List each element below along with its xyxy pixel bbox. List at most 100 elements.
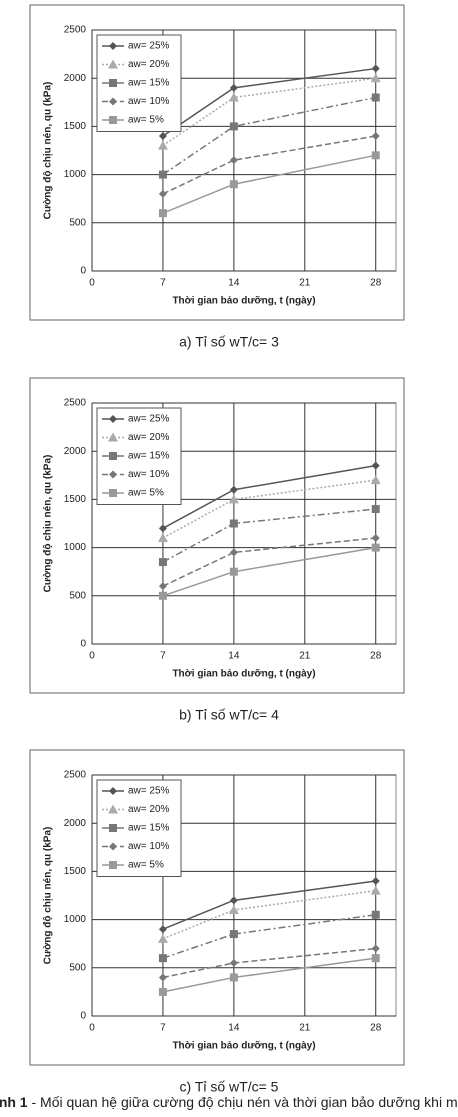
- legend-label: aw= 25%: [128, 41, 170, 52]
- marker: [229, 930, 238, 939]
- x-tick-label: 28: [370, 651, 382, 662]
- marker: [229, 485, 238, 494]
- y-tick-label: 2500: [64, 398, 87, 409]
- x-axis-label: Thời gian bảo dưỡng, t (ngày): [172, 669, 315, 680]
- marker: [157, 140, 168, 150]
- legend-label: aw= 5%: [128, 860, 164, 871]
- marker: [158, 987, 167, 996]
- legend-label: aw= 20%: [128, 59, 170, 70]
- marker: [229, 958, 238, 967]
- legend-label: aw= 15%: [128, 451, 170, 462]
- y-tick-label: 2000: [64, 818, 87, 829]
- legend-label: aw= 20%: [128, 804, 170, 815]
- legend-label: aw= 10%: [128, 96, 170, 107]
- marker: [371, 543, 380, 552]
- legend-marker: [109, 861, 117, 869]
- legend-label: aw= 15%: [128, 78, 170, 89]
- chart-caption: a) Tỉ số wT/c= 3: [179, 334, 279, 350]
- series-line: [162, 914, 376, 959]
- y-tick-label: 1000: [64, 542, 87, 553]
- marker: [158, 973, 167, 982]
- y-tick-label: 500: [69, 217, 86, 228]
- marker: [371, 954, 380, 963]
- legend-marker: [109, 470, 117, 479]
- y-tick-label: 1500: [64, 494, 87, 505]
- chart-caption: c) Tỉ số wT/c= 5: [180, 1079, 279, 1095]
- marker: [229, 973, 238, 982]
- figure-label: Hình 1: [0, 1094, 28, 1110]
- x-tick-label: 21: [299, 1023, 311, 1034]
- marker: [371, 93, 380, 102]
- marker: [371, 533, 380, 542]
- marker: [371, 877, 380, 886]
- series-line: [162, 537, 376, 587]
- y-tick-label: 500: [69, 962, 86, 973]
- x-axis-label: Thời gian bảo dưỡng, t (ngày): [172, 1041, 315, 1052]
- marker: [228, 92, 239, 102]
- x-tick-label: 0: [89, 278, 95, 289]
- marker: [158, 558, 167, 567]
- marker: [228, 904, 239, 914]
- figure-caption: Hình 1 - Mối quan hệ giữa cường độ chịu …: [0, 1094, 458, 1110]
- y-tick-label: 2000: [64, 446, 87, 457]
- x-axis-label: Thời gian bảo dưỡng, t (ngày): [172, 296, 315, 307]
- marker: [158, 132, 167, 141]
- marker: [229, 567, 238, 576]
- marker: [158, 591, 167, 600]
- x-tick-label: 28: [370, 278, 382, 289]
- legend-label: aw= 5%: [128, 488, 164, 499]
- legend-marker: [109, 842, 117, 851]
- y-tick-label: 0: [80, 266, 86, 277]
- marker: [158, 189, 167, 198]
- y-axis-label: Cường độ chịu nén, qu (kPa): [43, 827, 54, 965]
- x-tick-label: 21: [299, 278, 311, 289]
- series-line: [162, 135, 376, 195]
- y-tick-label: 1000: [64, 169, 87, 180]
- legend-marker: [109, 79, 117, 87]
- marker: [229, 548, 238, 557]
- legend-label: aw= 10%: [128, 841, 170, 852]
- legend-label: aw= 10%: [128, 469, 170, 480]
- legend-label: aw= 15%: [128, 823, 170, 834]
- marker: [229, 83, 238, 92]
- marker: [158, 209, 167, 218]
- y-tick-label: 0: [80, 1011, 86, 1022]
- x-tick-label: 14: [228, 651, 240, 662]
- marker: [371, 944, 380, 953]
- legend-marker: [109, 489, 117, 497]
- x-tick-label: 28: [370, 1023, 382, 1034]
- legend-label: aw= 20%: [128, 432, 170, 443]
- marker: [371, 132, 380, 141]
- y-tick-label: 1500: [64, 121, 87, 132]
- legend-marker: [109, 415, 117, 423]
- marker: [157, 532, 168, 542]
- x-tick-label: 14: [228, 1023, 240, 1034]
- marker: [229, 122, 238, 131]
- marker: [158, 954, 167, 963]
- x-tick-label: 21: [299, 651, 311, 662]
- marker: [370, 885, 381, 895]
- marker: [229, 896, 238, 905]
- x-tick-label: 7: [160, 1023, 166, 1034]
- legend-marker: [109, 824, 117, 832]
- x-tick-label: 7: [160, 278, 166, 289]
- marker: [371, 461, 380, 470]
- legend-marker: [109, 116, 117, 124]
- marker: [158, 925, 167, 934]
- marker: [157, 933, 168, 943]
- chart-frame: [29, 4, 405, 321]
- legend-marker: [109, 787, 117, 795]
- legend-label: aw= 25%: [128, 786, 170, 797]
- marker: [158, 170, 167, 179]
- marker: [370, 73, 381, 83]
- legend-marker: [108, 432, 118, 442]
- legend-marker: [109, 42, 117, 50]
- marker: [229, 180, 238, 189]
- marker: [158, 524, 167, 533]
- figure-text: - Mối quan hệ giữa cường độ chịu nén và …: [31, 1094, 458, 1110]
- x-tick-label: 0: [89, 1023, 95, 1034]
- marker: [158, 582, 167, 591]
- chart-frame: [29, 377, 405, 694]
- y-tick-label: 0: [80, 639, 86, 650]
- y-tick-label: 500: [69, 590, 86, 601]
